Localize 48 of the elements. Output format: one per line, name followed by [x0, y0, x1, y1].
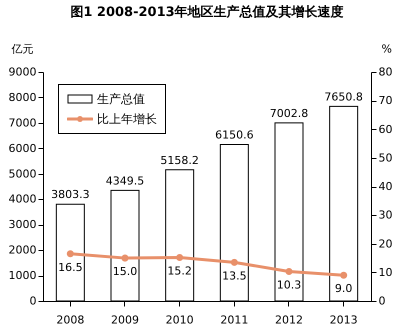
- y2-tick-label: 80: [378, 66, 392, 78]
- x-tick-label: 2013: [330, 314, 358, 326]
- point: [285, 268, 293, 276]
- y2-tick-label: 20: [378, 237, 392, 250]
- y2-tick-label: 10: [378, 266, 392, 279]
- point: [340, 272, 348, 279]
- point: [176, 254, 184, 262]
- y2-tick-label: 0: [378, 294, 386, 308]
- y-tick-label: 0: [30, 294, 36, 308]
- data-label: 7650.8: [324, 90, 363, 104]
- y-tick-label: 4000: [8, 192, 36, 206]
- data-label: 3803.3: [51, 188, 90, 202]
- data-label: 7002.8: [270, 106, 308, 120]
- data-label: 15.2: [167, 264, 192, 278]
- y-tick-label: 8000: [8, 90, 36, 104]
- y-tick-label: 1000: [8, 269, 36, 282]
- data-label: 5158.2: [160, 154, 199, 167]
- x-tick-label: 2009: [111, 314, 139, 326]
- legend-label: 生产总值: [97, 91, 145, 108]
- y2-tick-label: 60: [378, 122, 392, 136]
- legend-label: 比上年增长: [97, 111, 157, 128]
- y-axis-title: 亿元: [10, 42, 34, 56]
- point: [121, 254, 129, 262]
- y-tick-label: 7000: [8, 116, 36, 130]
- data-label: 15.0: [112, 265, 138, 278]
- data-label: 9.0: [334, 282, 352, 296]
- y2-axis-title: %: [382, 42, 392, 56]
- data-label: 16.5: [58, 260, 83, 274]
- y-tick-label: 6000: [8, 142, 36, 155]
- point: [66, 250, 74, 258]
- x-tick-label: 2008: [56, 314, 84, 326]
- y2-tick-label: 70: [378, 94, 392, 108]
- y2-tick-label: 50: [378, 151, 392, 164]
- x-tick-label: 2011: [220, 314, 248, 326]
- data-label: 6150.6: [215, 128, 254, 142]
- y-tick-label: 2000: [8, 244, 36, 257]
- y-tick-label: 5000: [8, 167, 36, 180]
- y-tick-label: 9000: [8, 66, 36, 78]
- chart-title: 图1 2008-2013年地区生产总值及其增长速度: [70, 4, 344, 20]
- y2-tick-label: 30: [378, 208, 392, 222]
- data-label: 4349.5: [106, 174, 144, 188]
- x-tick-label: 2010: [166, 314, 194, 326]
- data-label: 13.5: [222, 269, 247, 282]
- x-tick-label: 2012: [275, 314, 303, 326]
- y-tick-label: 3000: [8, 218, 36, 232]
- y2-tick-label: 40: [378, 180, 392, 193]
- data-label: 10.3: [276, 278, 302, 292]
- point: [230, 258, 238, 266]
